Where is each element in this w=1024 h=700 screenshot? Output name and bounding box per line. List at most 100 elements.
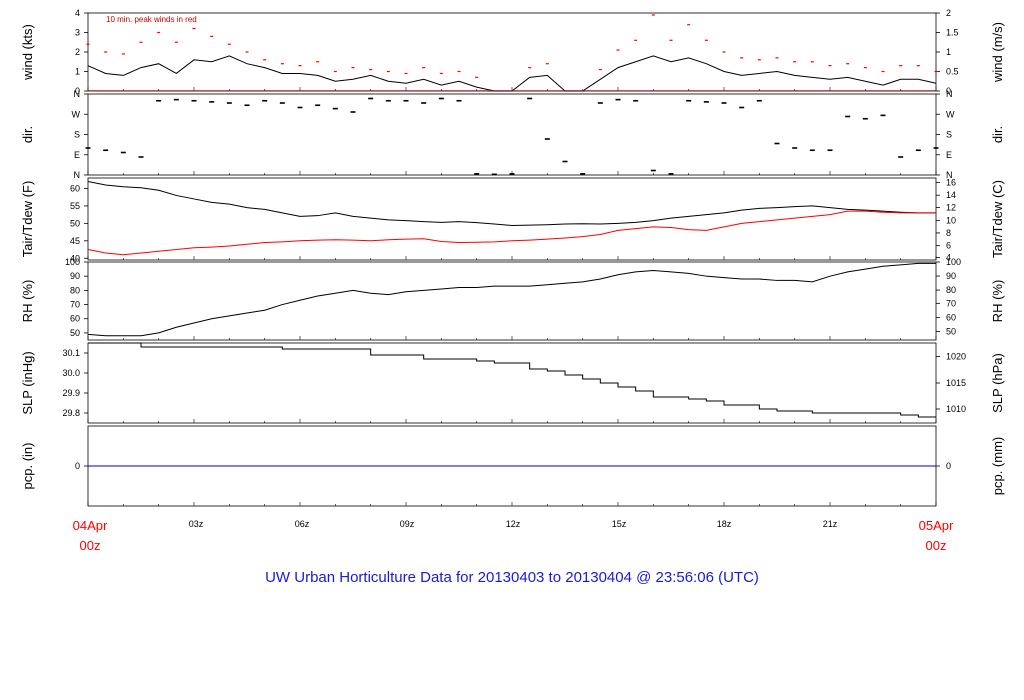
x-tick-label: 03z — [189, 519, 204, 529]
peak-wind-mark — [810, 61, 814, 63]
direction-mark — [898, 156, 904, 158]
y-tick-label: 0 — [75, 461, 80, 471]
direction-mark — [138, 156, 144, 158]
panel-frame — [87, 12, 937, 92]
peak-wind-mark — [863, 67, 867, 69]
y-tick-label: N — [74, 89, 81, 99]
direction-mark — [933, 147, 939, 149]
y-tick-label: S — [74, 130, 80, 140]
wind-annotation: 10 min. peak winds in red — [106, 15, 197, 24]
peak-wind-mark — [121, 53, 125, 55]
direction-mark — [368, 97, 374, 100]
x-tick-label: 06z — [295, 519, 310, 529]
y-right-tick-label: 0.5 — [946, 67, 959, 77]
direction-mark — [456, 99, 462, 102]
direction-mark — [173, 98, 179, 101]
peak-wind-mark — [881, 70, 885, 73]
x-tick-label: 21z — [823, 519, 838, 529]
y-right-tick-label: 1.5 — [946, 28, 959, 38]
y-tick-label: 60 — [70, 314, 80, 324]
peak-wind-mark — [775, 57, 779, 59]
peak-wind-mark — [457, 70, 461, 73]
direction-mark — [85, 147, 91, 149]
y-right-tick-label: W — [946, 109, 955, 119]
peak-wind-mark — [793, 61, 797, 63]
direction-mark — [686, 99, 692, 102]
peak-wind-mark — [475, 76, 479, 78]
y-tick-label: 30.1 — [62, 348, 80, 358]
direction-mark — [827, 149, 833, 152]
y-tick-label: 29.9 — [62, 388, 80, 398]
y-right-tick-label: 8 — [946, 228, 951, 238]
direction-mark — [615, 98, 621, 101]
direction-mark — [809, 149, 815, 152]
peak-wind-mark — [386, 70, 390, 73]
direction-mark — [562, 160, 568, 163]
direction-mark — [845, 115, 851, 118]
direction-mark — [650, 169, 656, 172]
y-tick-label: 50 — [70, 328, 80, 338]
y-right-tick-label: 4 — [946, 253, 951, 263]
direction-mark — [315, 104, 321, 107]
y-right-tick-label: E — [946, 150, 952, 160]
direction-mark — [756, 99, 762, 102]
peak-wind-mark — [651, 14, 655, 16]
y-axis-label-right: RH (%) — [990, 280, 1005, 323]
peak-wind-mark — [687, 24, 691, 26]
peak-wind-mark — [263, 59, 267, 61]
panel-frame — [87, 177, 937, 261]
y-right-tick-label: 50 — [946, 326, 956, 336]
direction-mark — [191, 99, 197, 102]
y-axis-label: Tair/Tdew (F) — [20, 181, 35, 258]
peak-wind-mark — [722, 51, 726, 53]
peak-wind-mark — [245, 51, 249, 53]
peak-wind-mark — [899, 65, 903, 67]
y-right-tick-label: 16 — [946, 178, 956, 188]
direction-mark — [332, 107, 338, 110]
peak-wind-mark — [227, 43, 231, 45]
y-right-tick-label: N — [946, 170, 953, 180]
direction-mark — [244, 104, 250, 107]
panel-pcp: 0 0 pcp. (in) pcp. (mm) — [20, 425, 1005, 507]
y-right-tick-label: 90 — [946, 271, 956, 281]
direction-mark — [226, 102, 232, 104]
direction-mark — [279, 102, 285, 104]
peak-wind-mark — [404, 72, 408, 75]
series-line — [87, 180, 936, 226]
peak-wind-mark — [439, 72, 443, 75]
y-tick-label: 29.8 — [62, 408, 80, 418]
y-axis-label: pcp. (in) — [20, 443, 35, 490]
peak-wind-mark — [157, 31, 161, 34]
peak-wind-mark — [916, 65, 920, 67]
y-tick-label: 30.0 — [62, 368, 80, 378]
y-right-tick-label: 6 — [946, 241, 951, 251]
direction-mark — [262, 99, 268, 102]
direction-mark — [580, 173, 586, 175]
panel-frame — [87, 93, 937, 176]
direction-mark — [774, 142, 780, 145]
direction-mark — [350, 111, 356, 113]
y-tick-label: 50 — [70, 218, 80, 228]
y-right-tick-label: 14 — [946, 190, 956, 200]
y-right-tick-label: N — [946, 89, 953, 99]
y-tick-label: 70 — [70, 300, 80, 310]
y-right-tick-label: 1020 — [946, 352, 966, 362]
peak-wind-mark — [704, 39, 708, 41]
y-right-tick-label: S — [946, 130, 952, 140]
direction-mark — [880, 114, 886, 117]
y-tick-label: 90 — [70, 271, 80, 281]
direction-mark — [721, 102, 727, 104]
y-tick-label: 55 — [70, 201, 80, 211]
peak-wind-mark — [174, 41, 178, 43]
direction-mark — [103, 149, 109, 152]
y-axis-label: SLP (inHg) — [20, 351, 35, 414]
direction-mark — [491, 173, 497, 176]
y-axis-label-right: pcp. (mm) — [990, 437, 1005, 496]
peak-wind-mark — [828, 65, 832, 67]
y-right-tick-label: 70 — [946, 298, 956, 308]
direction-mark — [297, 106, 303, 109]
panel-slp: 29.8 29.9 30.0 30.1 1010 1015 1020 SLP (inHg) SL… — [20, 342, 1005, 424]
direction-mark — [668, 173, 674, 175]
